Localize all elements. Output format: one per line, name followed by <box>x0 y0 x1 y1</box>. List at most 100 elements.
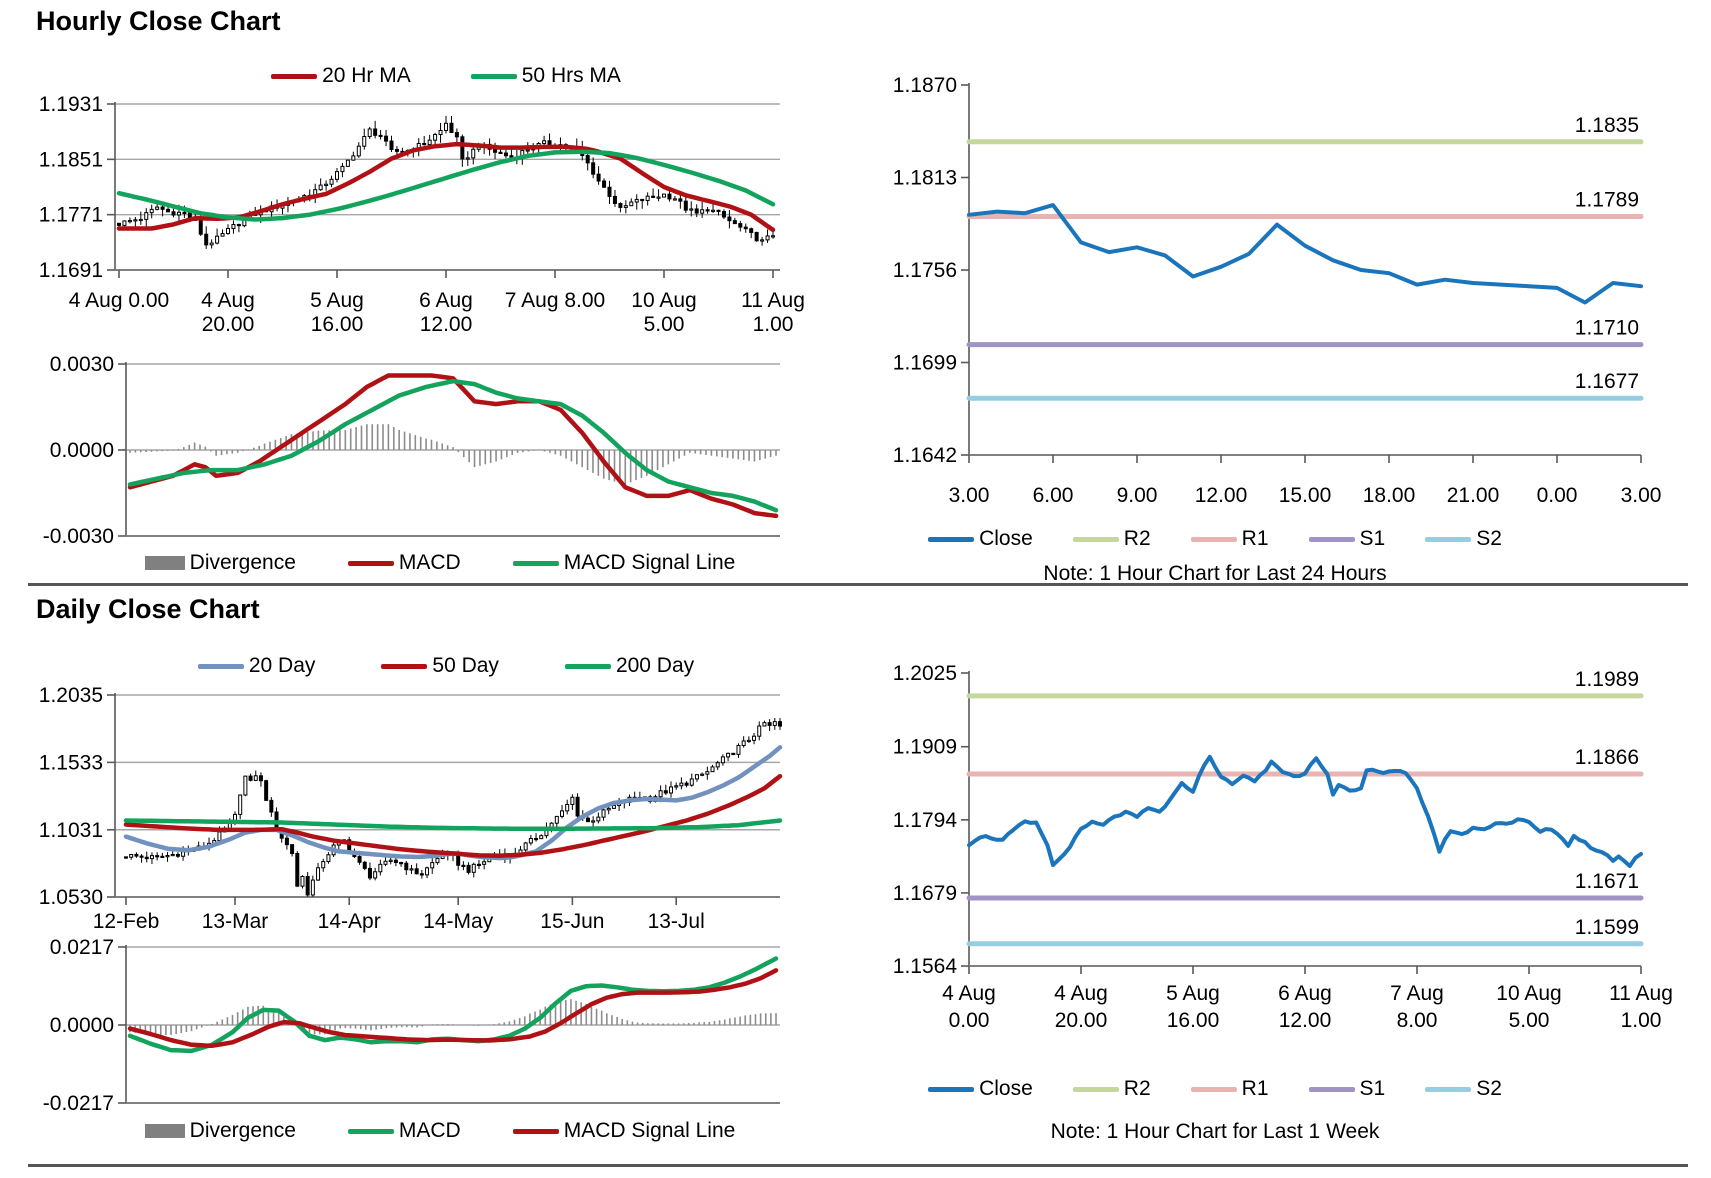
candle-body <box>645 195 650 201</box>
candle-body <box>634 198 639 203</box>
pivot-24h-legend: Close R2 R1 S1 S2 <box>830 527 1600 551</box>
x-axis-label: 4 Aug <box>1054 982 1108 1005</box>
candle-body <box>414 868 419 875</box>
y-axis-label: 1.1851 <box>39 148 103 171</box>
candle-body <box>269 799 274 813</box>
candle-body <box>248 775 253 781</box>
x-axis-label: 15.00 <box>1279 484 1332 507</box>
x-axis-label: 6.00 <box>1033 484 1074 507</box>
line-swatch-r2 <box>1072 536 1119 542</box>
candle-body <box>727 216 732 222</box>
x-axis-label: 14-May <box>423 910 494 933</box>
x-axis-label: 8.00 <box>1397 1009 1438 1032</box>
y-axis-label: 1.0530 <box>39 886 103 909</box>
candle-body <box>238 794 243 815</box>
candle-body <box>217 831 222 842</box>
candle-body <box>726 752 731 758</box>
candle-body <box>585 155 590 164</box>
y-axis-label: 1.1699 <box>893 352 957 375</box>
hourly-ma-legend: 20 Hr MA 50 Hrs MA <box>115 64 777 88</box>
legend-label: 50 Hrs MA <box>521 64 621 87</box>
candle-body <box>640 198 645 202</box>
x-axis-label: 12.00 <box>1195 484 1248 507</box>
line-swatch-macd <box>347 1128 394 1134</box>
candle-body <box>295 852 300 887</box>
x-axis-label: 13-Mar <box>202 910 269 933</box>
candle-body <box>165 855 170 858</box>
candle-body <box>389 140 394 150</box>
x-axis-label: 12.00 <box>420 313 473 336</box>
candle-body <box>694 208 699 214</box>
line-swatch-s2 <box>1425 1086 1472 1092</box>
candle-body <box>274 811 279 829</box>
candle-body <box>523 842 528 851</box>
candle-body <box>149 855 154 860</box>
candle-body <box>138 218 143 222</box>
hourly-section-title: Hourly Close Chart <box>36 6 281 36</box>
candle-body <box>409 868 414 871</box>
candle-body <box>694 774 699 780</box>
y-axis-label: 1.1909 <box>893 736 957 759</box>
candle-body <box>310 879 315 896</box>
candle-body <box>220 233 225 237</box>
candle-body <box>618 202 623 208</box>
candle-body <box>547 140 552 146</box>
x-axis-label: 11 Aug <box>741 289 805 312</box>
y-axis-label: 1.2035 <box>39 684 103 707</box>
candle-body <box>663 790 668 794</box>
legend-label: Divergence <box>189 1119 296 1142</box>
candle-body <box>456 854 461 866</box>
candle-body <box>404 862 409 871</box>
candle-body <box>144 212 149 220</box>
candle-body <box>720 756 725 764</box>
candle-body <box>767 722 772 726</box>
legend-item-macd-signal-line: MACD Signal Line <box>512 1119 735 1143</box>
candle-body <box>570 796 575 805</box>
x-axis-label: 10 Aug <box>1496 982 1561 1005</box>
x-axis-label: 0.00 <box>1537 484 1578 507</box>
candle-body <box>438 129 443 135</box>
y-axis-label: 1.1813 <box>893 167 957 190</box>
candle-body <box>684 782 689 786</box>
candle-body <box>117 222 121 226</box>
line-swatch-s1 <box>1308 536 1355 542</box>
y-axis-label: 1.1679 <box>893 882 957 905</box>
candle-body <box>667 193 672 200</box>
pivot-label-r2: 1.1835 <box>1575 114 1639 137</box>
candle-body <box>689 208 694 211</box>
x-axis-label: 12-Feb <box>93 910 160 933</box>
x-axis-label: 21.00 <box>1447 484 1500 507</box>
candle-body <box>772 721 777 726</box>
macd-line <box>127 373 779 519</box>
box-swatch-divergence <box>144 1124 185 1138</box>
candle-body <box>454 132 459 138</box>
candle-body <box>554 815 559 824</box>
candlesticks <box>117 115 775 249</box>
candle-body <box>175 853 180 857</box>
candle-body <box>749 228 754 233</box>
y-axis-label: 0.0217 <box>50 936 114 959</box>
candle-body <box>209 242 214 246</box>
legend-label: Divergence <box>189 551 296 574</box>
candle-body <box>388 859 393 862</box>
legend-item-s1: S1 <box>1308 527 1386 551</box>
legend-label: 200 Day <box>615 654 695 677</box>
candle-body <box>525 149 530 152</box>
candle-body <box>656 196 661 199</box>
line-swatch-r2 <box>1072 1086 1119 1092</box>
x-axis-label: 4 Aug <box>201 289 255 312</box>
candle-body <box>127 220 132 223</box>
candle-body <box>383 860 388 865</box>
candle-body <box>741 740 746 746</box>
x-axis-label: 20.00 <box>1055 1009 1108 1032</box>
close-line <box>967 203 1643 305</box>
candle-body <box>611 804 616 809</box>
candle-body <box>362 136 367 147</box>
legend-label: R2 <box>1123 527 1151 550</box>
legend-label: MACD Signal Line <box>563 551 736 574</box>
candle-body <box>700 773 705 776</box>
line-swatch-r1 <box>1190 1086 1237 1092</box>
legend-label: S1 <box>1359 527 1386 550</box>
candle-body <box>170 853 175 857</box>
